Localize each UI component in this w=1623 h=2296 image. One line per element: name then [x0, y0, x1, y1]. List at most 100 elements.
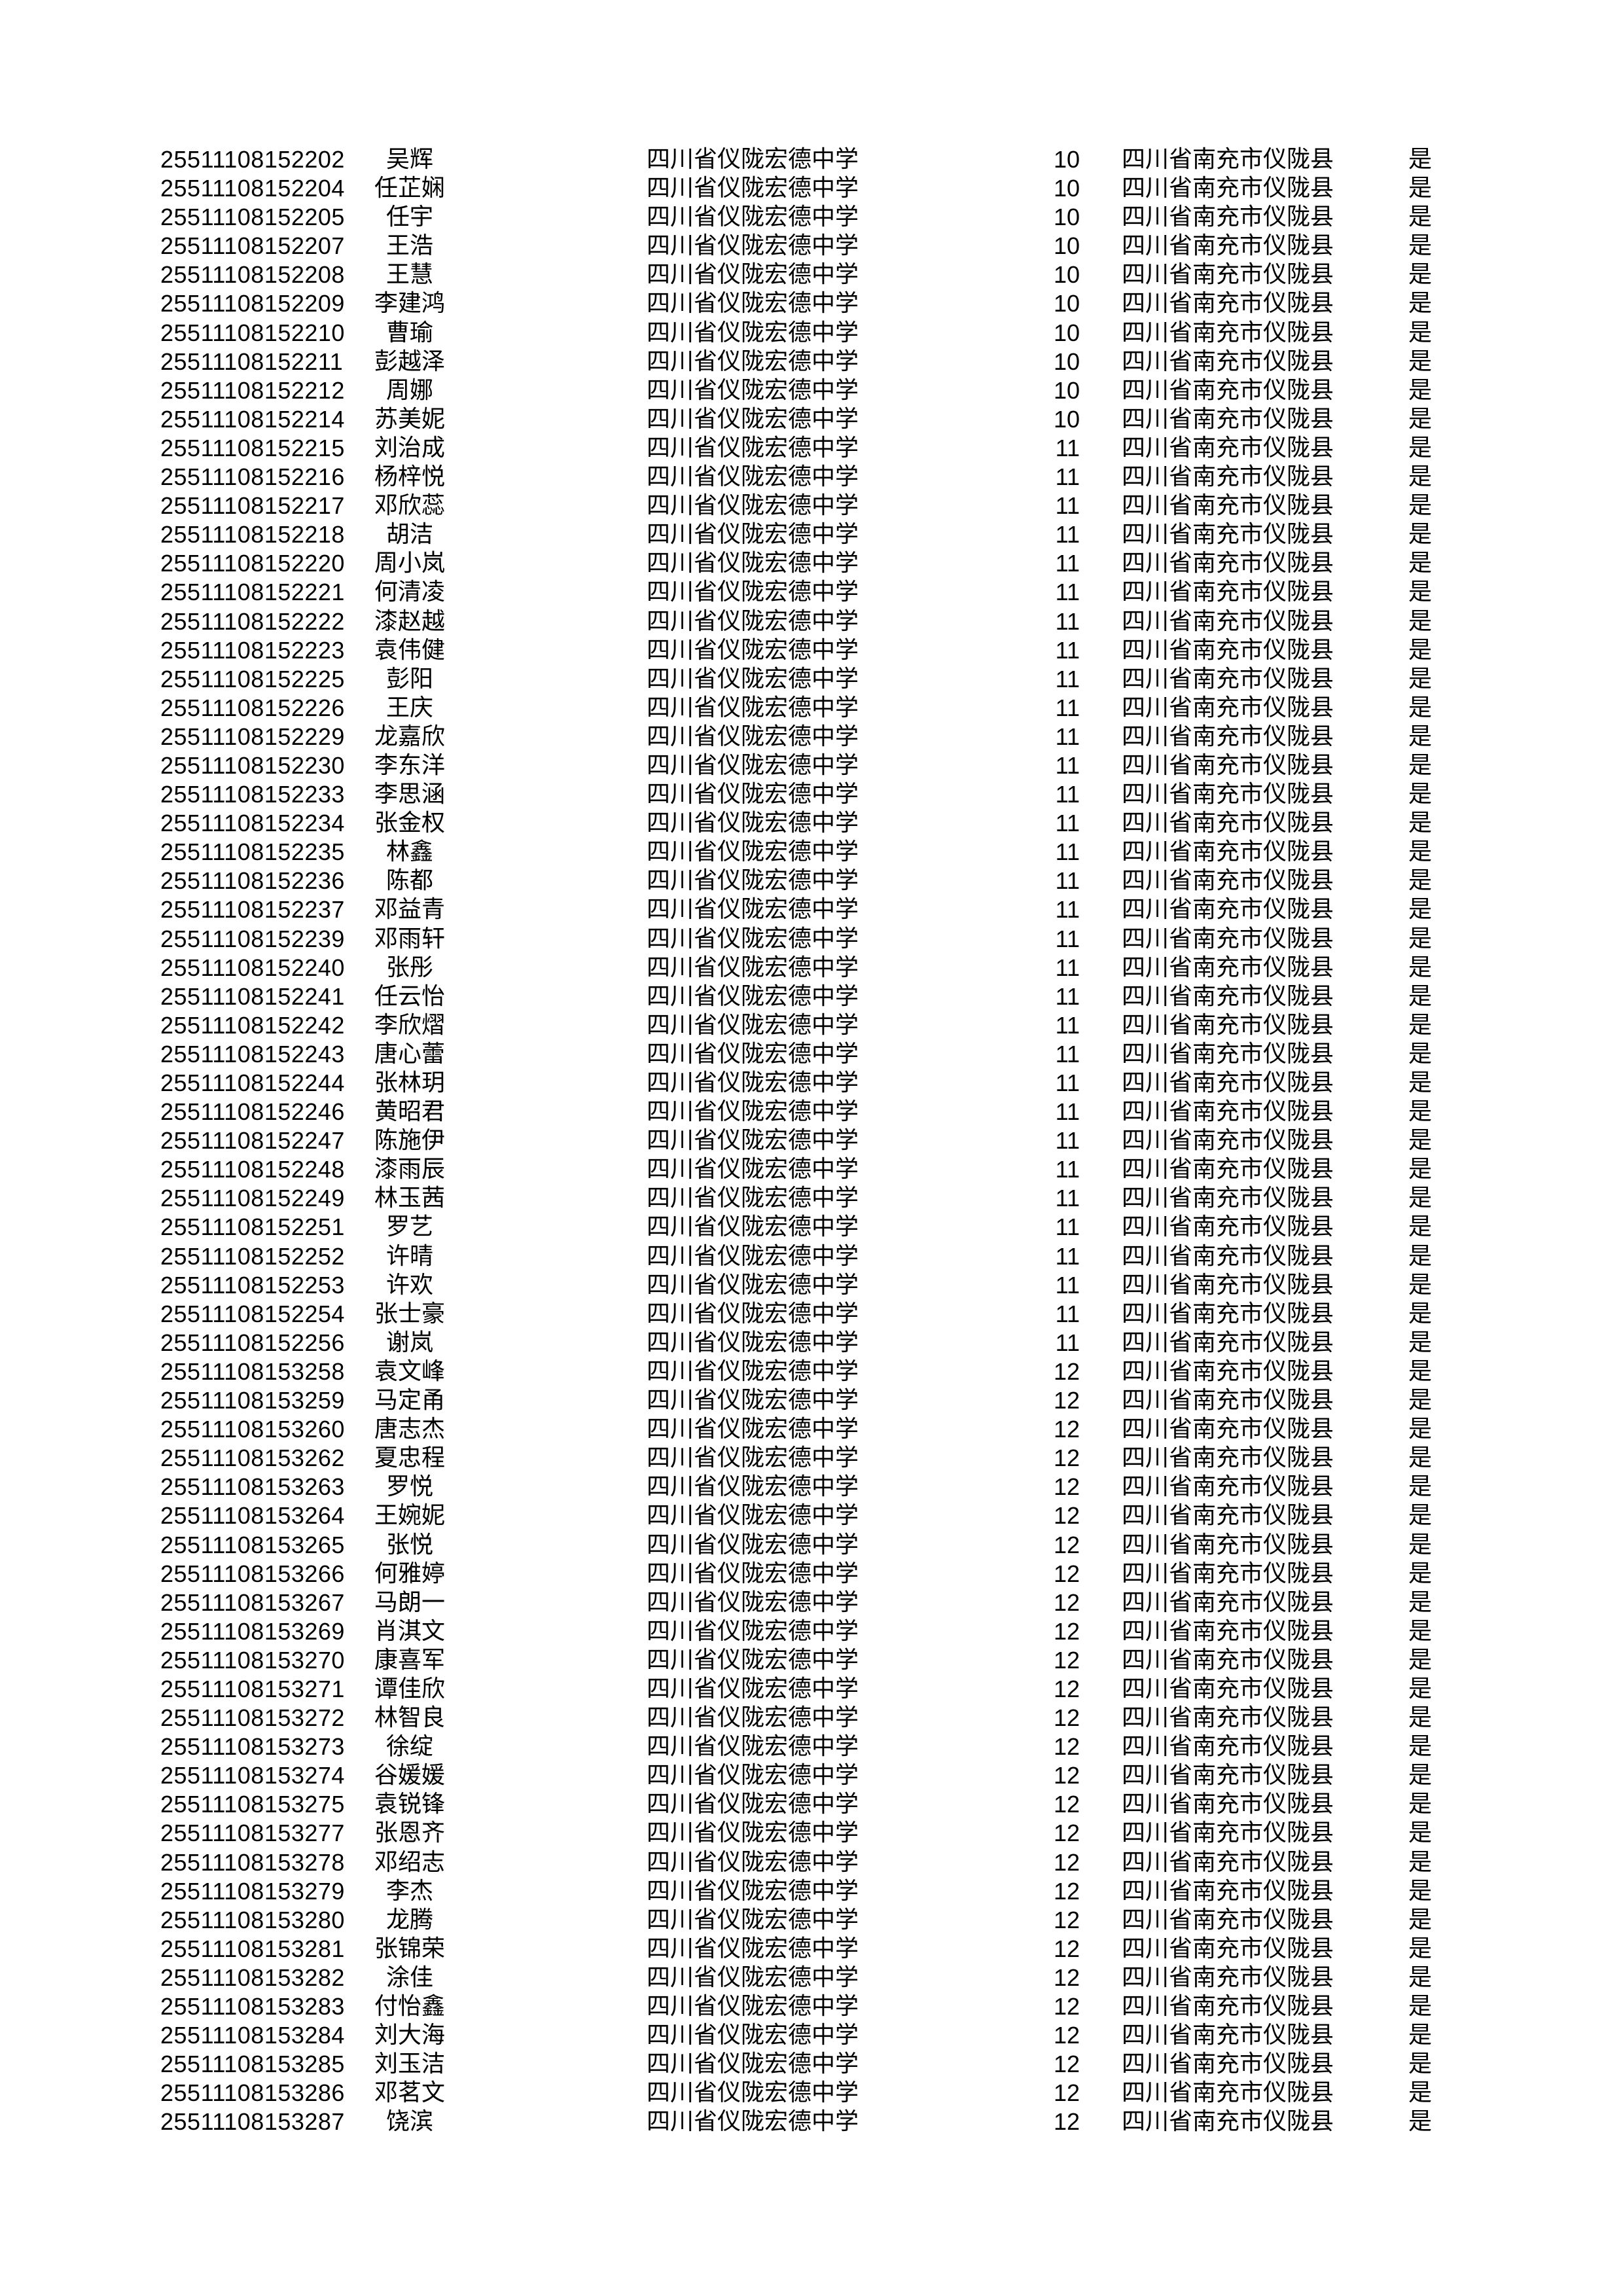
student-id-cell: 25511108153273 [160, 1733, 345, 1761]
student-name-cell: 邓欣蕊 [374, 492, 445, 520]
student-id-cell: 25511108152217 [160, 492, 345, 520]
student-id-cell: 25511108152240 [160, 954, 345, 981]
table-row: 25511108152253 许欢 四川省仪陇宏德中学 11 四川省南充市仪陇县… [0, 1271, 1623, 1300]
region-cell: 四川省南充市仪陇县 [1122, 954, 1334, 981]
grade-cell: 11 [1055, 1011, 1080, 1039]
student-id-cell: 25511108153284 [160, 2022, 345, 2049]
table-row: 25511108153277 张恩齐 四川省仪陇宏德中学 12 四川省南充市仪陇… [0, 1819, 1623, 1848]
table-row: 25511108152240 张彤 四川省仪陇宏德中学 11 四川省南充市仪陇县… [0, 954, 1623, 982]
table-row: 25511108153269 肖淇文 四川省仪陇宏德中学 12 四川省南充市仪陇… [0, 1617, 1623, 1646]
table-row: 25511108152210 曹瑜 四川省仪陇宏德中学 10 四川省南充市仪陇县… [0, 319, 1623, 348]
student-id-cell: 25511108152218 [160, 521, 345, 548]
region-cell: 四川省南充市仪陇县 [1122, 2108, 1334, 2136]
confirm-flag-cell: 是 [1408, 1011, 1432, 1039]
school-cell: 四川省仪陇宏德中学 [647, 694, 859, 721]
confirm-flag-cell: 是 [1408, 348, 1432, 375]
grade-cell: 12 [1053, 1387, 1080, 1414]
student-name-cell: 苏美妮 [374, 405, 445, 433]
confirm-flag-cell: 是 [1408, 175, 1432, 202]
region-cell: 四川省南充市仪陇县 [1122, 405, 1334, 433]
school-cell: 四川省仪陇宏德中学 [647, 1069, 859, 1096]
region-cell: 四川省南充市仪陇县 [1122, 1704, 1334, 1732]
school-cell: 四川省仪陇宏德中学 [647, 2051, 859, 2078]
region-cell: 四川省南充市仪陇县 [1122, 376, 1334, 404]
student-name-cell: 唐志杰 [374, 1416, 445, 1443]
school-cell: 四川省仪陇宏德中学 [647, 232, 859, 260]
grade-cell: 11 [1055, 838, 1080, 866]
region-cell: 四川省南充市仪陇县 [1122, 1300, 1334, 1327]
confirm-flag-cell: 是 [1408, 376, 1432, 404]
student-name-cell: 刘玉洁 [374, 2051, 445, 2078]
table-row: 25511108152252 许晴 四川省仪陇宏德中学 11 四川省南充市仪陇县… [0, 1242, 1623, 1271]
school-cell: 四川省仪陇宏德中学 [647, 1098, 859, 1126]
grade-cell: 10 [1053, 290, 1080, 317]
student-name-cell: 袁伟健 [374, 636, 445, 664]
grade-cell: 11 [1055, 434, 1080, 461]
school-cell: 四川省仪陇宏德中学 [647, 751, 859, 779]
table-row: 25511108152207 王浩 四川省仪陇宏德中学 10 四川省南充市仪陇县… [0, 232, 1623, 260]
school-cell: 四川省仪陇宏德中学 [647, 146, 859, 173]
school-cell: 四川省仪陇宏德中学 [647, 1127, 859, 1155]
table-row: 25511108152212 周娜 四川省仪陇宏德中学 10 四川省南充市仪陇县… [0, 376, 1623, 405]
confirm-flag-cell: 是 [1408, 319, 1432, 346]
table-row: 25511108153259 马定甬 四川省仪陇宏德中学 12 四川省南充市仪陇… [0, 1386, 1623, 1415]
table-row: 25511108152221 何清凌 四川省仪陇宏德中学 11 四川省南充市仪陇… [0, 578, 1623, 607]
grade-cell: 12 [1053, 1444, 1080, 1472]
confirm-flag-cell: 是 [1408, 1733, 1432, 1761]
region-cell: 四川省南充市仪陇县 [1122, 1271, 1334, 1299]
school-cell: 四川省仪陇宏德中学 [647, 1444, 859, 1472]
grade-cell: 11 [1055, 1271, 1080, 1299]
student-id-cell: 25511108152244 [160, 1069, 345, 1096]
school-cell: 四川省仪陇宏德中学 [647, 463, 859, 491]
table-row: 25511108152235 林鑫 四川省仪陇宏德中学 11 四川省南充市仪陇县… [0, 838, 1623, 867]
confirm-flag-cell: 是 [1408, 1820, 1432, 1847]
grade-cell: 10 [1053, 204, 1080, 231]
confirm-flag-cell: 是 [1408, 1387, 1432, 1414]
school-cell: 四川省仪陇宏德中学 [647, 1675, 859, 1702]
student-name-cell: 马定甬 [374, 1387, 445, 1414]
school-cell: 四川省仪陇宏德中学 [647, 405, 859, 433]
region-cell: 四川省南充市仪陇县 [1122, 2022, 1334, 2049]
table-row: 25511108152222 漆赵越 四川省仪陇宏德中学 11 四川省南充市仪陇… [0, 607, 1623, 636]
confirm-flag-cell: 是 [1408, 1127, 1432, 1155]
student-id-cell: 25511108153277 [160, 1820, 345, 1847]
grade-cell: 12 [1053, 1416, 1080, 1443]
region-cell: 四川省南充市仪陇县 [1122, 1993, 1334, 2020]
region-cell: 四川省南充市仪陇县 [1122, 1588, 1334, 1616]
grade-cell: 12 [1053, 1848, 1080, 1876]
student-name-cell: 许欢 [385, 1271, 433, 1299]
student-name-cell: 张士豪 [374, 1300, 445, 1327]
grade-cell: 11 [1055, 723, 1080, 750]
grade-cell: 11 [1055, 1156, 1080, 1183]
confirm-flag-cell: 是 [1408, 1906, 1432, 1933]
grade-cell: 11 [1055, 665, 1080, 692]
student-id-cell: 25511108152242 [160, 1011, 345, 1039]
region-cell: 四川省南充市仪陇县 [1122, 1502, 1334, 1530]
student-name-cell: 刘治成 [374, 434, 445, 461]
region-cell: 四川省南充市仪陇县 [1122, 1357, 1334, 1385]
region-cell: 四川省南充市仪陇县 [1122, 1156, 1334, 1183]
table-row: 25511108152241 任云怡 四川省仪陇宏德中学 11 四川省南充市仪陇… [0, 982, 1623, 1011]
confirm-flag-cell: 是 [1408, 1993, 1432, 2020]
region-cell: 四川省南充市仪陇县 [1122, 665, 1334, 692]
table-row: 25511108153266 何雅婷 四川省仪陇宏德中学 12 四川省南充市仪陇… [0, 1560, 1623, 1588]
table-row: 25511108152246 黄昭君 四川省仪陇宏德中学 11 四川省南充市仪陇… [0, 1098, 1623, 1126]
confirm-flag-cell: 是 [1408, 1242, 1432, 1270]
region-cell: 四川省南充市仪陇县 [1122, 463, 1334, 491]
grade-cell: 11 [1055, 463, 1080, 491]
student-id-cell: 25511108152233 [160, 781, 345, 808]
region-cell: 四川省南充市仪陇县 [1122, 1964, 1334, 1991]
grade-cell: 10 [1053, 232, 1080, 260]
school-cell: 四川省仪陇宏德中学 [647, 1762, 859, 1789]
grade-cell: 12 [1053, 1820, 1080, 1847]
student-id-cell: 25511108152241 [160, 982, 345, 1010]
region-cell: 四川省南充市仪陇县 [1122, 1733, 1334, 1761]
confirm-flag-cell: 是 [1408, 492, 1432, 520]
region-cell: 四川省南充市仪陇县 [1122, 1444, 1334, 1472]
student-name-cell: 任芷娴 [374, 175, 445, 202]
student-id-cell: 25511108153264 [160, 1502, 345, 1530]
table-row: 25511108152202 吴辉 四川省仪陇宏德中学 10 四川省南充市仪陇县… [0, 145, 1623, 174]
student-name-cell: 张锦荣 [374, 1935, 445, 1962]
student-id-cell: 25511108153278 [160, 1848, 345, 1876]
student-id-cell: 25511108152229 [160, 723, 345, 750]
